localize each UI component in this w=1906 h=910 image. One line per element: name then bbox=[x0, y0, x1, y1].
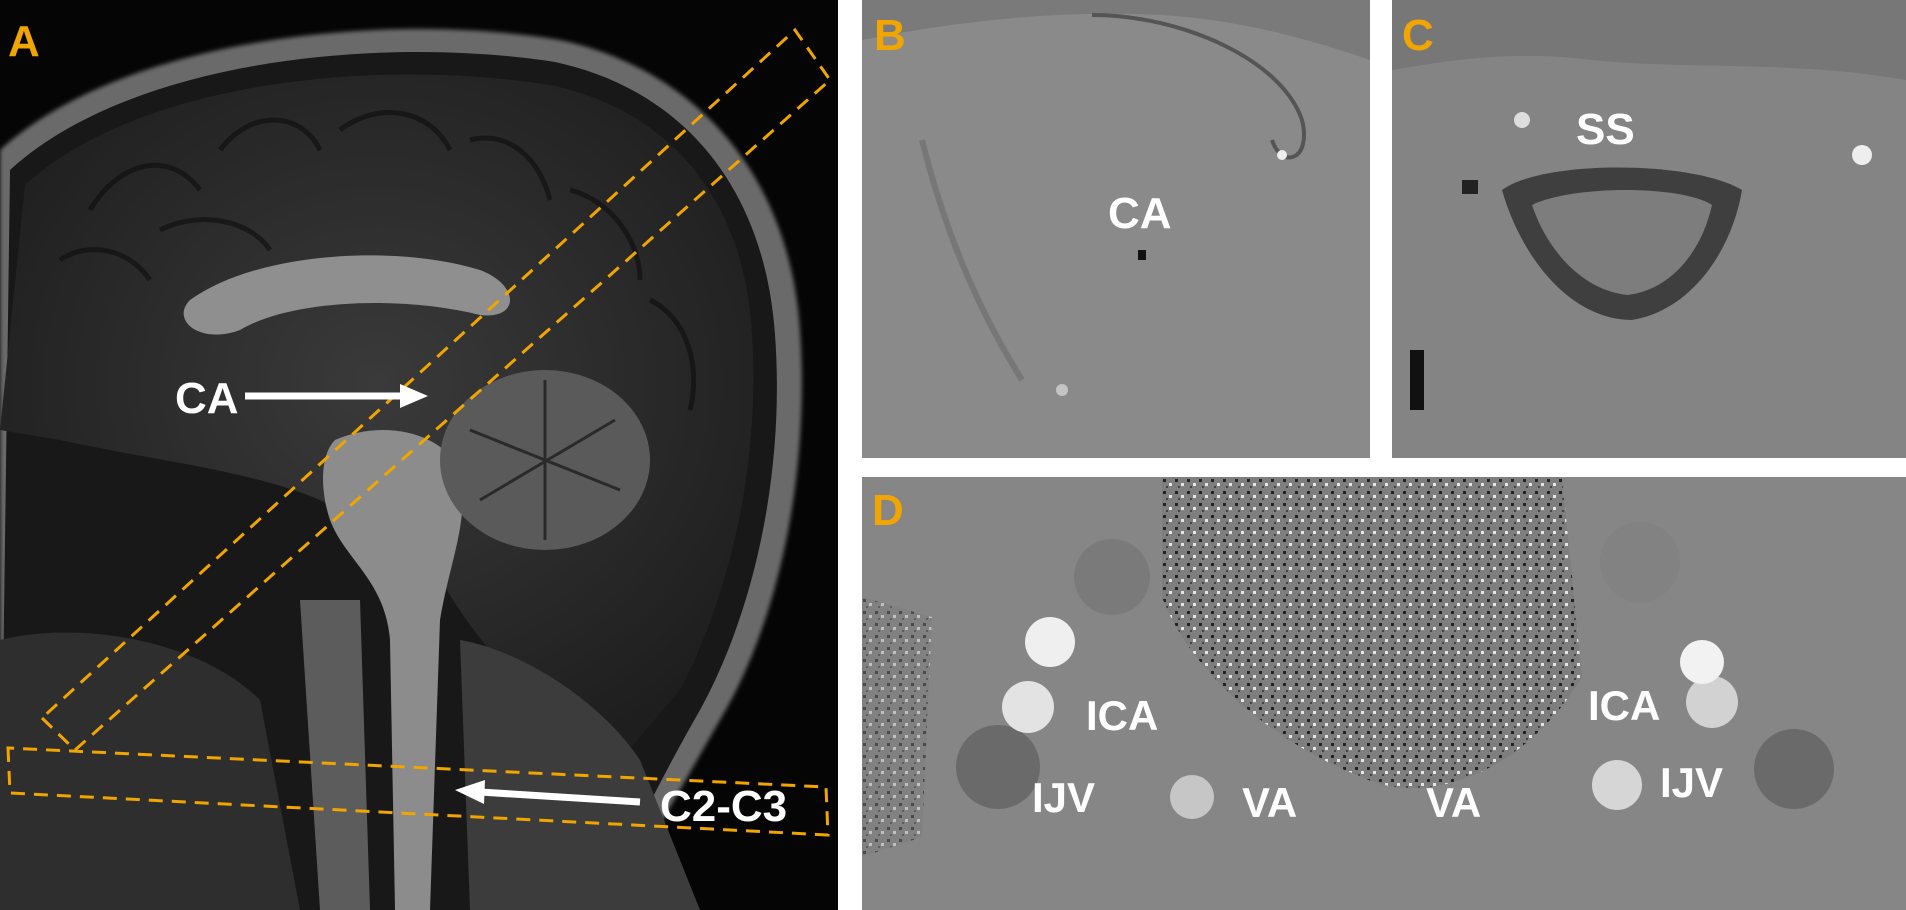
label-ica-right: ICA bbox=[1588, 682, 1661, 729]
panel-letter-b: B bbox=[874, 11, 906, 60]
slice-box-axial-c2c3 bbox=[6, 746, 830, 837]
sagittal-brain-image bbox=[0, 27, 832, 910]
label-ica-left: ICA bbox=[1086, 692, 1159, 739]
panel-letter-c: C bbox=[1402, 11, 1434, 60]
panel-letter-d: D bbox=[872, 486, 904, 535]
slice-box-oblique bbox=[39, 27, 832, 753]
panel-d-phase-image: D ICA ICA IJV IJV VA VA bbox=[862, 477, 1906, 910]
label-va-left: VA bbox=[1242, 779, 1298, 826]
arrow-ca bbox=[245, 384, 428, 408]
phase-image-d bbox=[862, 477, 1906, 910]
panel-c-phase-image: C SS bbox=[1392, 0, 1906, 458]
arrow-c2c3 bbox=[455, 780, 641, 806]
label-c2c3: C2-C3 bbox=[660, 782, 788, 831]
phase-image-b bbox=[862, 0, 1370, 458]
panel-a-sagittal-mri: A CA C2-C3 bbox=[0, 0, 838, 910]
label-ca-a: CA bbox=[175, 374, 239, 423]
label-ss: SS bbox=[1576, 105, 1635, 154]
label-ijv-left: IJV bbox=[1032, 774, 1096, 821]
phase-image-c bbox=[1392, 0, 1906, 458]
label-ijv-right: IJV bbox=[1660, 759, 1724, 806]
label-va-right: VA bbox=[1426, 779, 1482, 826]
label-ca-b: CA bbox=[1108, 189, 1172, 238]
panel-b-phase-image: B CA bbox=[862, 0, 1370, 458]
panel-letter-a: A bbox=[8, 17, 40, 66]
